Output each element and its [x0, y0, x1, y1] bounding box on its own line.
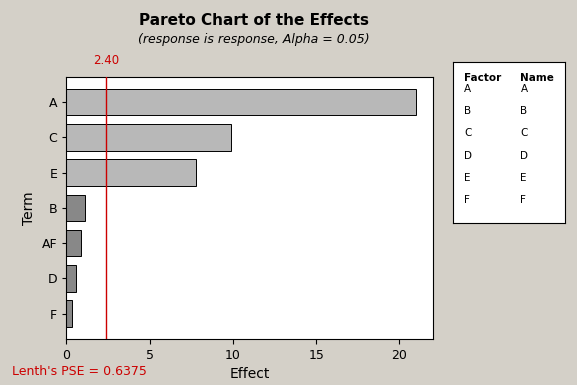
Bar [66, 300, 72, 327]
Text: F: F [520, 195, 526, 205]
Text: E: E [520, 172, 527, 182]
Bar [66, 230, 81, 256]
Bar [66, 124, 231, 151]
Text: B: B [464, 106, 471, 116]
Text: B: B [520, 106, 527, 116]
Bar [66, 159, 196, 186]
Bar [66, 89, 416, 116]
Text: Pareto Chart of the Effects: Pareto Chart of the Effects [139, 13, 369, 28]
Bar [66, 265, 76, 292]
Y-axis label: Term: Term [22, 191, 36, 225]
Text: Factor: Factor [464, 73, 501, 83]
Text: D: D [520, 151, 529, 161]
Text: A: A [464, 84, 471, 94]
Text: Name: Name [520, 73, 554, 83]
Text: 2.40: 2.40 [93, 54, 119, 67]
Text: (response is response, Alpha = 0.05): (response is response, Alpha = 0.05) [138, 33, 370, 46]
Text: D: D [464, 151, 472, 161]
Text: A: A [520, 84, 527, 94]
Text: Lenth's PSE = 0.6375: Lenth's PSE = 0.6375 [12, 365, 147, 378]
Text: F: F [464, 195, 470, 205]
X-axis label: Effect: Effect [230, 367, 269, 381]
Text: E: E [464, 172, 471, 182]
Text: C: C [520, 129, 528, 139]
Text: C: C [464, 129, 471, 139]
Bar [66, 195, 85, 221]
